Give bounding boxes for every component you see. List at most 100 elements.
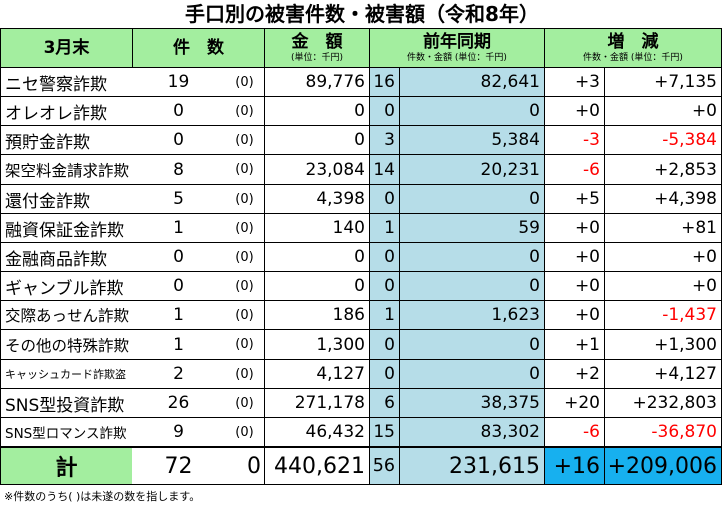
cell-text: 1 [173,218,184,238]
cell-text: 預貯金詐欺 [5,132,90,153]
cell-text: +0 [574,101,600,121]
cell-text: 9 [173,422,184,442]
value-cell: 140 [264,213,370,243]
cell-text: +0 [574,218,600,238]
value-cell: 5 [132,184,225,214]
cell-text: 0 [173,276,184,296]
cell-text: 4,127 [316,364,365,384]
cell-text: 0 [173,247,184,267]
value-cell: (0) [224,67,265,97]
value-cell: (0) [224,154,265,185]
cell-text: キャッシュカード詐欺盗 [5,368,126,381]
cell-text: +4,398 [654,189,717,209]
value-cell: +0 [544,96,605,126]
value-cell: +4,398 [604,184,722,214]
cell-text: 1 [384,218,395,238]
value-cell: 0 [369,359,400,389]
cell-text: (0) [235,220,254,236]
value-cell: +4,127 [604,359,722,389]
value-cell: +1,300 [604,329,722,360]
value-cell: 56 [369,447,400,485]
value-cell: 0 [399,242,545,272]
cell-text: 186 [332,305,365,325]
cell-text: 14 [373,159,395,180]
cell-text: 0 [354,247,365,267]
value-cell: +3 [544,67,605,97]
value-cell: 82,641 [399,67,545,97]
cell-text: (0) [235,191,254,207]
cell-text: 0 [529,364,540,384]
cell-text: 0 [384,101,395,121]
cell-text: (0) [235,307,254,323]
cell-text: (0) [235,103,254,119]
cell-text: 20,231 [480,159,540,180]
value-cell: 83,302 [399,417,545,447]
value-cell: (0) [224,271,265,301]
header-cell: 3月末 [0,28,133,68]
value-cell: 0 [132,271,225,301]
cell-text: 0 [529,101,540,121]
value-cell: -5,384 [604,125,722,155]
value-cell: +20 [544,388,605,418]
value-cell: 15 [369,417,400,447]
cell-text: その他の特殊詐欺 [5,336,130,355]
cell-text: 46,432 [305,422,365,442]
cell-text: 0 [384,276,395,296]
cell-text: -1,437 [662,305,717,325]
cell-text: -3 [583,130,600,150]
value-cell: 46,432 [264,417,370,447]
value-cell: +0 [604,242,722,272]
value-cell: 0 [369,242,400,272]
row-label: SNS型投資詐欺 [0,388,133,418]
value-cell: +0 [604,96,722,126]
cell-text: 1 [384,305,395,325]
cell-text: +0 [574,305,600,325]
cell-text: +2 [574,364,600,384]
cell-text: +0 [691,247,717,267]
cell-text: 1,623 [491,305,540,325]
header-cell: 増 減件数・金額 (単位：千円) [544,28,722,68]
cell-text: +81 [681,218,717,238]
footnote: ※件数のうち( )は未遂の数を指します。 [4,490,201,503]
value-cell: 271,178 [264,388,370,418]
value-cell: 3 [369,125,400,155]
row-label: 架空料金請求詐欺 [0,154,133,185]
value-cell: +2,853 [604,154,722,185]
value-cell: -3 [544,125,605,155]
value-cell: +0 [544,242,605,272]
cell-text: (0) [235,337,254,352]
value-cell: (0) [224,213,265,243]
value-cell: 14 [369,154,400,185]
value-cell: 72 [132,447,225,485]
header-cell: 金 額 (単位：千円) [264,28,370,68]
cell-text: -5,384 [662,130,717,150]
cell-text: (0) [235,162,254,177]
cell-text: ギャンブル詐欺 [5,278,124,299]
row-label: その他の特殊詐欺 [0,329,133,360]
cell-text: +1,300 [654,334,717,355]
cell-text: 計 [55,456,78,481]
value-cell: 5,384 [399,125,545,155]
cell-text: -36,870 [651,422,717,442]
cell-text: +5 [574,189,600,209]
value-cell: 23,084 [264,154,370,185]
cell-text: 26 [167,393,190,413]
cell-text: 59 [518,218,540,238]
cell-text: 89,776 [305,72,365,92]
value-cell: 0 [264,242,370,272]
cell-text: +20 [564,393,600,413]
cell-text: +232,803 [632,393,717,413]
value-cell: (0) [224,329,265,360]
value-cell: 0 [399,359,545,389]
row-label: オレオレ詐欺 [0,96,133,126]
value-cell: 4,398 [264,184,370,214]
value-cell: 440,621 [264,447,370,485]
cell-text: 金融商品詐欺 [5,249,107,270]
cell-text: 23,084 [305,159,365,180]
cell-text: 4,398 [316,189,365,209]
cell-text: 融資保証金詐欺 [5,220,124,241]
cell-text: 0 [354,276,365,296]
value-cell: +1 [544,329,605,360]
value-cell: (0) [224,417,265,447]
